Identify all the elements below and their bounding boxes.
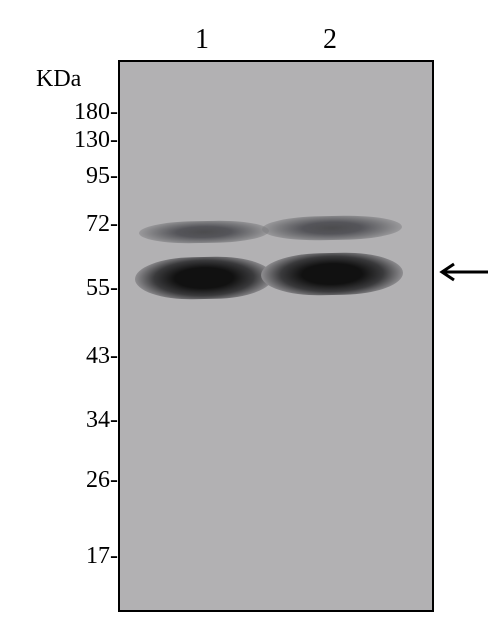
- target-arrow-icon: [430, 257, 490, 287]
- lane-label-2: 2: [323, 24, 337, 56]
- marker-34: 34-: [86, 407, 118, 434]
- marker-17: 17-: [86, 543, 118, 570]
- marker-72: 72-: [86, 211, 118, 238]
- band-lane2-upper: [262, 215, 402, 241]
- marker-130: 130-: [74, 127, 118, 154]
- marker-26: 26-: [86, 467, 118, 494]
- band-lane2-main: [261, 252, 404, 296]
- marker-95: 95-: [86, 163, 118, 190]
- lane-label-1: 1: [195, 24, 209, 56]
- band-lane1-main: [135, 256, 274, 300]
- marker-180: 180-: [74, 99, 118, 126]
- band-lane1-upper: [139, 220, 269, 244]
- blot-membrane: [118, 60, 434, 612]
- marker-55: 55-: [86, 275, 118, 302]
- marker-43: 43-: [86, 343, 118, 370]
- unit-label: KDa: [36, 66, 81, 93]
